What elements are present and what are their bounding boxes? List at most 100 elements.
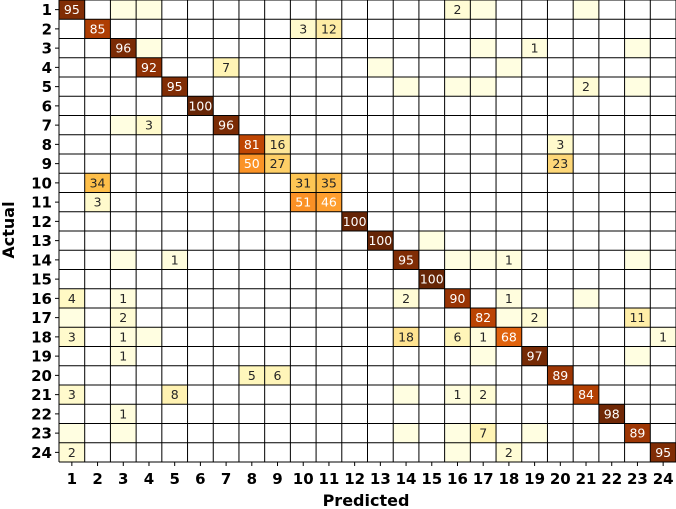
heatmap-cell [418,269,445,289]
heatmap-cell [393,327,419,347]
heatmap-cell [470,385,497,405]
heatmap-cell [136,38,162,58]
heatmap-cell [316,19,342,39]
cell-value-label: 12 [321,21,337,36]
cell-value-label: 95 [655,445,671,460]
heatmap-cell [470,308,497,328]
heatmap-cell [110,404,137,424]
heatmap-cell [136,327,162,347]
cell-value-label: 50 [244,156,260,171]
y-tick-label: 1 [42,1,52,19]
heatmap-cell [393,250,419,270]
cell-value-label: 1 [171,252,179,267]
y-tick-label: 15 [31,271,52,289]
heatmap-cell [290,192,317,212]
x-tick-label: 13 [370,470,391,488]
heatmap-cell [59,385,85,405]
cell-value-label: 31 [295,175,311,190]
heatmap-cell [341,211,368,231]
y-tick-label: 13 [31,232,52,250]
heatmap-cell [547,154,574,174]
y-tick-label: 2 [42,20,52,38]
x-tick-label: 15 [421,470,442,488]
heatmap-cell [393,77,419,97]
x-tick-label: 8 [247,470,257,488]
heatmap-cell [547,365,574,385]
y-tick-label: 6 [42,97,52,115]
cell-value-label: 35 [321,175,337,190]
heatmap-cell [624,308,651,328]
heatmap-cell [573,385,599,405]
x-tick-label: 9 [272,470,282,488]
heatmap-cell [521,38,548,58]
cell-value-label: 18 [398,329,414,344]
heatmap-cell [59,327,85,347]
cell-value-label: 2 [582,79,590,94]
heatmap-cell [59,308,85,328]
heatmap-cell [290,19,317,39]
heatmap-cell [187,96,214,116]
cell-value-label: 1 [505,252,513,267]
cell-value-label: 2 [454,2,462,17]
heatmap-cell [84,19,111,39]
y-tick-label: 10 [31,174,52,192]
heatmap-cell [238,134,265,154]
y-axis-title: Actual [0,201,18,258]
heatmap-cell [573,0,599,20]
cell-value-label: 4 [68,291,76,306]
cell-value-label: 46 [321,195,337,210]
heatmap-cell [470,77,497,97]
cell-value-label: 3 [556,137,564,152]
cell-value-label: 5 [248,368,256,383]
heatmap-cell [238,365,265,385]
heatmap-cell [624,77,651,97]
heatmap-cell [496,288,522,308]
heatmap-cell [110,327,137,347]
x-tick-label: 22 [601,470,622,488]
cell-value-label: 11 [629,310,645,325]
cell-value-label: 8 [171,387,179,402]
heatmap-cell [110,0,137,20]
heatmap-cell [624,423,651,443]
cell-value-label: 98 [604,406,620,421]
cell-value-label: 82 [475,310,491,325]
heatmap-cell [521,346,548,366]
heatmap-cell [84,192,111,212]
cell-value-label: 3 [68,387,76,402]
x-tick-label: 23 [627,470,648,488]
x-tick-label: 1 [67,470,77,488]
heatmap-cell [444,385,471,405]
cell-value-label: 1 [119,406,127,421]
y-tick-label: 21 [31,386,52,404]
y-tick-label: 24 [31,444,52,462]
heatmap-cell [393,423,419,443]
heatmap-cell [136,0,162,20]
heatmap-cell [59,288,85,308]
heatmap-cell [110,115,137,135]
y-tick-label: 11 [31,194,52,212]
x-tick-label: 24 [653,470,674,488]
x-tick-label: 11 [319,470,340,488]
y-tick-label: 18 [31,328,52,346]
heatmap-cell [521,423,548,443]
cell-value-label: 1 [119,349,127,364]
cell-value-label: 6 [454,329,462,344]
x-tick-label: 5 [169,470,179,488]
cell-value-label: 100 [343,214,367,229]
cell-value-label: 89 [629,426,645,441]
y-tick-label: 22 [31,405,52,423]
cell-value-label: 2 [68,445,76,460]
heatmap-cell [521,308,548,328]
heatmap-cell [470,346,497,366]
heatmap-cell [264,134,291,154]
heatmap-cell [238,154,265,174]
x-tick-label: 7 [221,470,231,488]
cell-value-label: 90 [450,291,466,306]
cell-value-label: 6 [274,368,282,383]
x-tick-label: 14 [396,470,417,488]
cell-value-label: 100 [420,272,444,287]
cell-value-label: 95 [398,252,414,267]
